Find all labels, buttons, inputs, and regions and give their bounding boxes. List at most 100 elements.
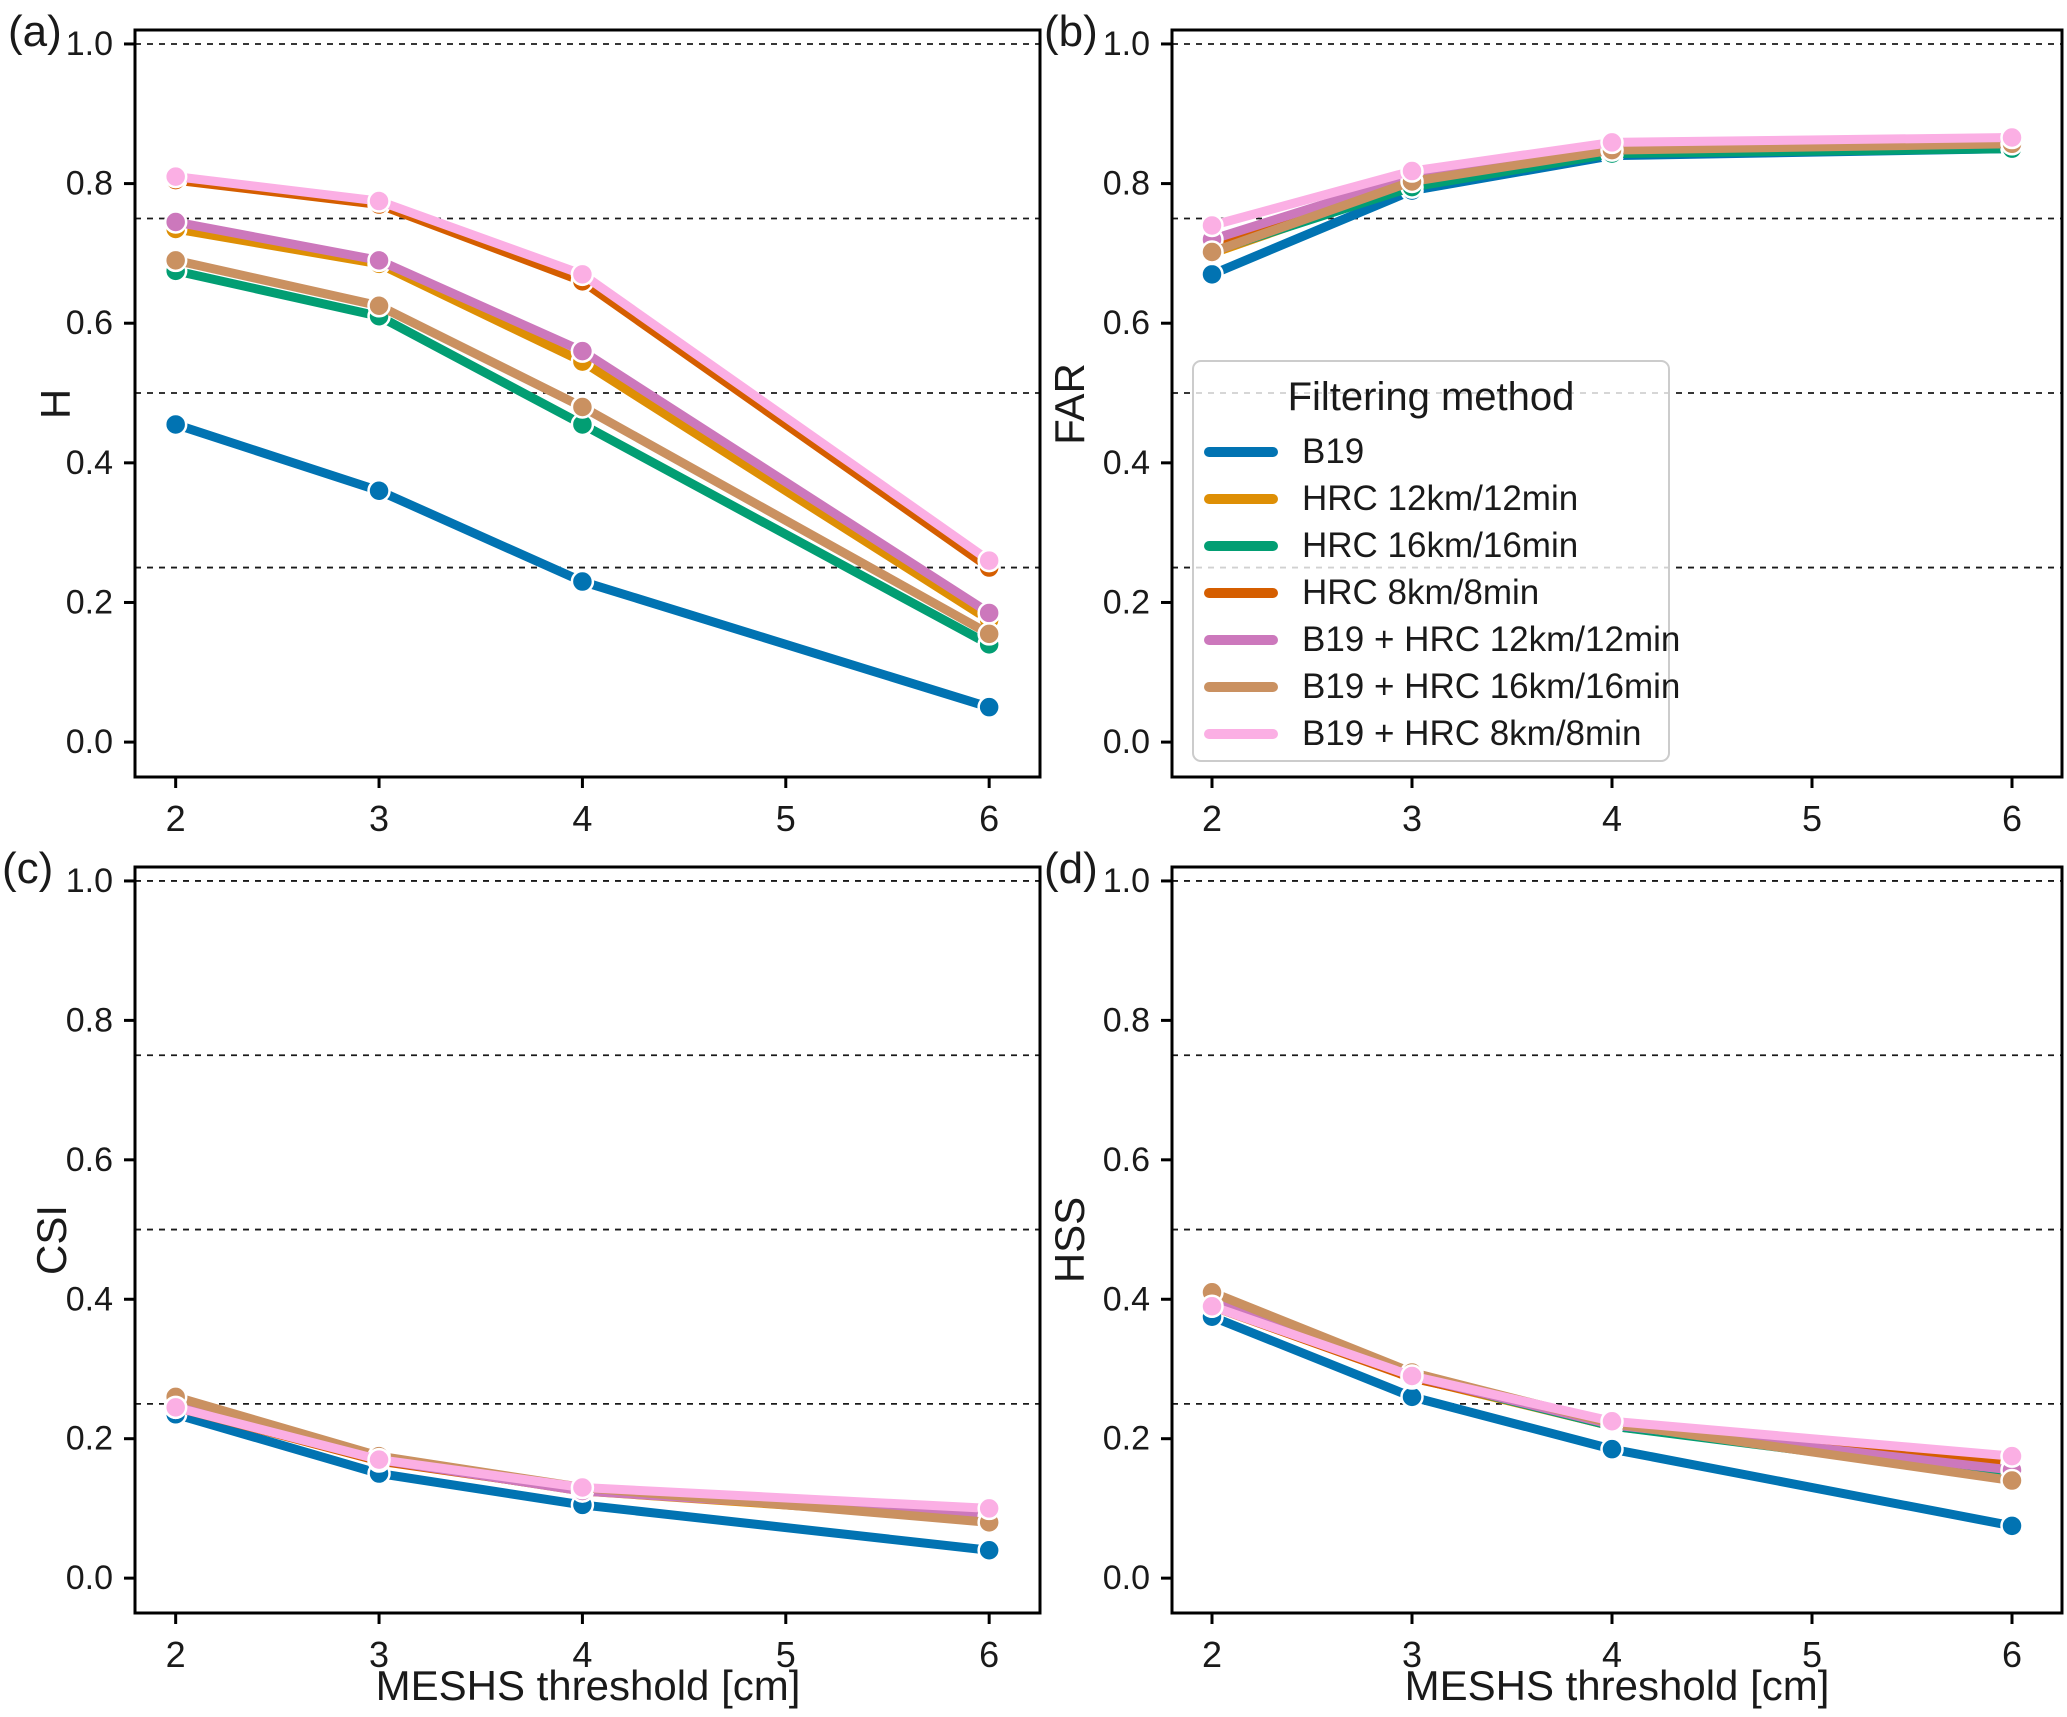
legend-items: B19 HRC 12km/12min HRC 16km/16min HRC 8km/8…	[1194, 428, 1680, 757]
x-tick-label: 6	[2002, 798, 2022, 839]
y-tick-label: 1.0	[66, 25, 113, 63]
x-tick-label: 2	[166, 1634, 186, 1675]
y-tick-label: 0.8	[1103, 165, 1150, 203]
y-tick-label: 0.4	[1103, 444, 1150, 482]
x-tick-label: 5	[1802, 798, 1822, 839]
y-tick-label: 0.0	[1103, 723, 1150, 761]
x-tick-label: 2	[166, 798, 186, 839]
marker-b19-hrc-8km-8min	[570, 1475, 595, 1500]
plot-area-csi: 0.0 0.2 0.4 0.6 0.8 1.0 2 3 4 5 6	[66, 862, 1042, 1675]
x-tick-label: 6	[979, 798, 999, 839]
x-tick-label: 5	[776, 798, 796, 839]
legend-item-label: HRC 12km/12min	[1302, 478, 1579, 518]
y-tick-label: 1.0	[1103, 862, 1150, 900]
series-line-hrc-16km-16min	[171, 266, 994, 649]
x-tick-label: 2	[1202, 798, 1222, 839]
x-tick-label: 5	[1802, 1634, 1822, 1675]
legend-swatch-hrc-8km-8min	[1204, 587, 1278, 598]
y-tick-label: 0.8	[1103, 1001, 1150, 1039]
x-tick-label: 5	[776, 1634, 796, 1675]
legend-item: B19 + HRC 12km/12min	[1194, 616, 1680, 663]
y-tick-label: 0.0	[66, 1559, 113, 1597]
marker-b19-hrc-8km-8min	[1600, 1409, 1624, 1434]
series-line-b19-hrc-8km-8min	[171, 1402, 994, 1513]
marker-b19	[1200, 262, 1224, 287]
marker-b19-hrc-8km-8min	[570, 262, 595, 287]
marker-b19-hrc-16km-16min	[977, 622, 1001, 646]
legend-swatch-hrc-16km-16min	[1204, 540, 1278, 551]
legend-item: B19 + HRC 8km/8min	[1194, 710, 1668, 757]
x-tick-label: 4	[572, 1634, 592, 1675]
series-line-b19-hrc-16km-16min	[171, 255, 994, 639]
marker-b19-hrc-8km-8min	[977, 1496, 1001, 1521]
legend-item: B19	[1194, 428, 1668, 475]
legend-item: B19 + HRC 16km/16min	[1194, 663, 1680, 710]
plot-area-far: 0.0 0.2 0.4 0.6 0.8 1.0 2 3 4 5 6	[1103, 25, 2064, 839]
legend-item: HRC 8km/8min	[1194, 569, 1668, 616]
series-line-b19-hrc-16km-16min	[1207, 139, 2017, 257]
y-tick-label: 0.8	[66, 1001, 113, 1039]
y-tick-label: 0.0	[1103, 1559, 1150, 1597]
series-line-b19-hrc-8km-8min	[171, 172, 994, 566]
y-tick-label: 0.4	[66, 1280, 113, 1318]
series-line-hrc-12km-12min	[171, 224, 994, 625]
axes-frame	[133, 865, 1042, 1615]
y-tick-label: 0.0	[66, 723, 113, 761]
axes-frame	[1170, 865, 2064, 1615]
marker-b19-hrc-8km-8min	[2000, 125, 2024, 150]
marker-b19-hrc-12km-12min	[163, 210, 188, 234]
legend-item-label: HRC 8km/8min	[1302, 572, 1540, 612]
y-tick-label: 0.2	[66, 583, 113, 621]
legend-item-label: HRC 16km/16min	[1302, 525, 1579, 565]
panel-letter-c: (c)	[2, 844, 54, 893]
y-axis-label-hss: HSS	[1046, 1196, 1093, 1284]
series-line-b19	[171, 419, 994, 712]
marker-b19	[977, 1538, 1001, 1563]
legend-item-label: B19 + HRC 8km/8min	[1302, 713, 1642, 753]
y-axis-label-far: FAR	[1046, 363, 1093, 445]
x-tick-label: 3	[369, 798, 389, 839]
axes-frame	[133, 28, 1042, 779]
series-line-b19-hrc-8km-8min	[1207, 133, 2017, 230]
legend-item-label: B19 + HRC 12km/12min	[1302, 619, 1681, 659]
series-line-hrc-8km-8min	[171, 175, 994, 573]
series-line-b19	[1207, 1312, 2017, 1531]
marker-b19	[367, 479, 391, 503]
marker-b19-hrc-8km-8min	[2000, 1444, 2024, 1468]
legend-swatch-b19-hrc-12km-12min	[1204, 634, 1278, 645]
plot-area-h: 0.0 0.2 0.4 0.6 0.8 1.0 2 3 4 5 6	[66, 25, 1042, 839]
legend-box: Filtering method B19 HRC 12km/12min HRC 16…	[1192, 360, 1680, 762]
series-line-b19-hrc-12km-12min	[171, 217, 994, 618]
plot-area-hss: 0.0 0.2 0.4 0.6 0.8 1.0 2 3 4 5 6	[1103, 862, 2064, 1675]
legend-title: Filtering method	[1287, 375, 1575, 419]
legend-swatch-hrc-12km-12min	[1204, 493, 1278, 504]
y-tick-label: 0.6	[1103, 1141, 1150, 1179]
marker-b19-hrc-16km-16min	[1200, 240, 1224, 264]
marker-b19	[163, 412, 188, 437]
y-tick-label: 1.0	[66, 862, 113, 900]
legend-item-label: B19 + HRC 16km/16min	[1302, 666, 1681, 706]
legend-item-label: B19	[1302, 431, 1365, 471]
marker-b19-hrc-8km-8min	[977, 548, 1001, 573]
x-axis-label-d: MESHS threshold [cm]	[1404, 1662, 1830, 1709]
x-tick-label: 4	[1602, 1634, 1622, 1675]
panel-letter-b: (b)	[1044, 7, 1098, 56]
x-axis-label-c: MESHS threshold [cm]	[375, 1662, 801, 1709]
y-axis-label-h: H	[32, 388, 79, 420]
x-tick-label: 3	[369, 1634, 389, 1675]
y-tick-label: 0.8	[66, 165, 113, 203]
marker-b19-hrc-8km-8min	[1200, 1294, 1224, 1318]
y-tick-label: 0.2	[66, 1420, 113, 1458]
legend-swatch-b19-hrc-16km-16min	[1204, 681, 1278, 692]
legend-item: HRC 16km/16min	[1194, 522, 1668, 569]
y-tick-label: 0.2	[1103, 1420, 1150, 1458]
x-tick-label: 6	[979, 1634, 999, 1675]
panel-letter-a: (a)	[8, 7, 62, 56]
marker-b19	[1600, 1437, 1624, 1461]
y-tick-label: 1.0	[1103, 25, 1150, 63]
marker-b19-hrc-16km-16min	[367, 294, 391, 318]
marker-b19-hrc-8km-8min	[367, 189, 391, 213]
series-line-b19-hrc-8km-8min	[1207, 1301, 2017, 1461]
legend-item: HRC 12km/12min	[1194, 475, 1668, 522]
